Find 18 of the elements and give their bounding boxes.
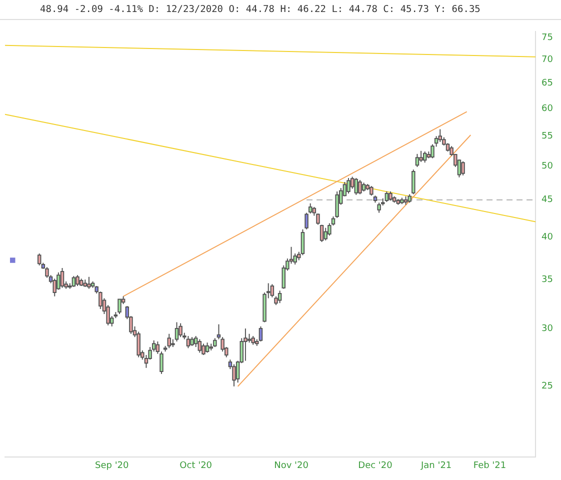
x-tick-label: Feb '21 [473,460,506,471]
x-tick-label: Dec '20 [358,460,393,471]
y-tick-label: 30 [542,324,554,334]
y-tick-label: 70 [542,54,554,65]
y-tick-label: 50 [542,162,554,172]
x-tick-label: Sep '20 [95,460,130,471]
y-tick-label: 25 [542,382,553,392]
y-tick-label: 45 [542,195,553,206]
y-tick-label: 75 [542,33,553,44]
chart-title: 48.94 -2.09 -4.11% D: 12/23/2020 O: 44.78 H: 46.22 L: 44.78 C: 45.73 Y: 66.35 [0,0,561,20]
y-tick-label: 35 [542,274,553,285]
y-tick-label: 60 [542,104,554,114]
y-tick-label: 65 [542,78,553,88]
x-tick-label: Jan '21 [420,460,452,471]
x-tick-label: Oct '20 [180,460,212,471]
y-tick-label: 55 [542,131,553,142]
x-tick-label: Nov '20 [274,460,309,471]
y-tick-label: 40 [542,232,554,243]
